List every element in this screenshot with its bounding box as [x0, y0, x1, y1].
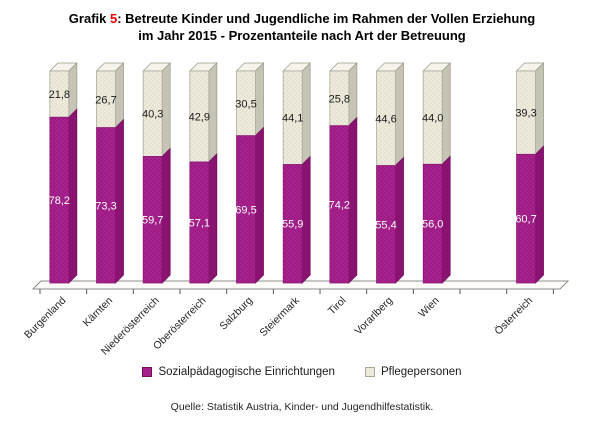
value-label-einrichtungen: 78,2: [49, 195, 70, 207]
bar-segment-einrichtungen: [142, 156, 163, 284]
x-axis-label: Burgenland: [22, 295, 69, 342]
legend-swatch-einrichtungen: [142, 367, 153, 377]
value-label-einrichtungen: 74,2: [329, 199, 350, 211]
value-label-pflegepersonen: 44,0: [422, 113, 443, 125]
x-axis-label: Vorarlberg: [352, 295, 395, 338]
value-label-pflegepersonen: 25,8: [329, 93, 350, 105]
value-label-einrichtungen: 56,0: [422, 219, 443, 231]
bar-segment-einrichtungen: [376, 165, 396, 284]
value-label-pflegepersonen: 30,5: [235, 98, 256, 110]
bar-segment-einrichtungen: [189, 161, 210, 284]
value-label-einrichtungen: 69,5: [235, 204, 256, 216]
value-label-einrichtungen: 59,7: [142, 215, 163, 227]
title-prefix: Grafik: [68, 11, 110, 26]
x-axis-label: Tirol: [326, 295, 349, 318]
bar-segment-einrichtungen: [329, 125, 350, 284]
title-rest: : Betreute Kinder und Jugendliche im Rah…: [117, 11, 536, 26]
value-label-einrichtungen: 55,4: [375, 219, 396, 231]
chart-title-line1: Grafik 5: Betreute Kinder und Jugendlich…: [0, 10, 604, 27]
legend-item-pflegepersonen: Pflegepersonen: [364, 366, 462, 378]
chart-legend: Sozialpädagogische Einrichtungen Pflegep…: [0, 366, 604, 378]
source-note: Quelle: Statistik Austria, Kinder- und J…: [170, 401, 434, 413]
x-axis-label: Österreich: [492, 295, 535, 338]
value-label-pflegepersonen: 26,7: [95, 94, 116, 106]
value-label-pflegepersonen: 44,1: [282, 113, 303, 125]
value-label-pflegepersonen: 42,9: [189, 111, 210, 123]
value-label-einrichtungen: 73,3: [95, 200, 116, 212]
title-figure-number: 5: [109, 11, 118, 26]
x-axis-label: Kärnten: [81, 295, 116, 330]
legend-label-einrichtungen: Sozialpädagogische Einrichtungen: [158, 366, 335, 378]
value-label-einrichtungen: 60,7: [515, 214, 536, 226]
bar-segment-einrichtungen: [282, 164, 303, 284]
legend-item-sozialpaedagogische-einrichtungen: Sozialpädagogische Einrichtungen: [142, 366, 335, 378]
bar-segment-einrichtungen: [49, 116, 70, 284]
value-label-pflegepersonen: 40,3: [142, 109, 163, 121]
value-label-einrichtungen: 55,9: [282, 219, 303, 231]
chart-title-line2: im Jahr 2015 - Prozentanteile nach Art d…: [138, 28, 466, 43]
value-label-pflegepersonen: 39,3: [515, 108, 536, 120]
x-axis-label: Steiermark: [257, 294, 302, 339]
legend-label-pflegepersonen: Pflegepersonen: [380, 366, 462, 378]
chart-title: Grafik 5: Betreute Kinder und Jugendlich…: [0, 10, 604, 44]
value-label-einrichtungen: 57,1: [189, 217, 210, 229]
value-label-pflegepersonen: 21,8: [49, 89, 70, 101]
x-axis-label: Wien: [416, 295, 442, 321]
bar-segment-einrichtungen: [422, 163, 443, 284]
bar-segment-einrichtungen: [236, 135, 256, 284]
bar-segment-einrichtungen: [516, 153, 536, 284]
legend-swatch-pflegepersonen: [364, 367, 375, 377]
value-label-pflegepersonen: 44,6: [375, 113, 396, 125]
x-axis-label: Salzburg: [217, 295, 255, 333]
bar-segment-einrichtungen: [96, 127, 116, 284]
